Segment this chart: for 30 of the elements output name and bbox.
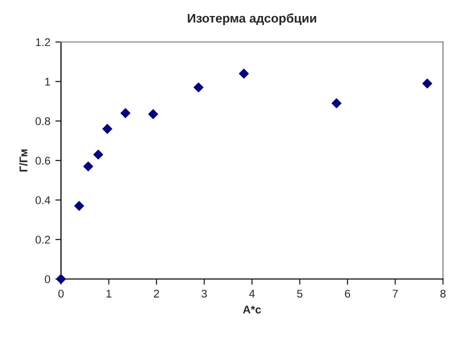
point <box>332 98 342 108</box>
x-tick-label: 0 <box>58 290 64 298</box>
point <box>83 161 94 172</box>
x-tick-label: 3 <box>202 290 207 298</box>
point <box>238 68 249 79</box>
point <box>194 82 204 92</box>
x-axis-title: A*c <box>243 306 261 314</box>
y-axis-title: Г/Гм <box>19 150 28 172</box>
point <box>93 150 104 160</box>
x-tick-label: 4 <box>249 290 255 298</box>
x-tick-label: 6 <box>344 290 350 298</box>
x-tick-label: 2 <box>154 290 160 298</box>
x-tick-label: 1 <box>106 290 112 298</box>
point <box>74 200 84 211</box>
y-tick-label: 1 <box>45 78 50 86</box>
y-tick-label: 0 <box>44 275 50 284</box>
point <box>56 274 66 284</box>
point <box>120 108 130 118</box>
x-tick-label: 7 <box>392 290 398 298</box>
point <box>102 124 112 134</box>
y-tick-label: 0.4 <box>36 196 50 204</box>
y-tick-label: 0.2 <box>36 236 50 244</box>
chart-title: Изотерма адсорбции <box>188 13 316 26</box>
x-tick-label: 5 <box>297 290 302 298</box>
point <box>422 78 432 88</box>
point <box>148 109 158 120</box>
y-tick-label: 1.2 <box>36 38 50 46</box>
y-tick-label: 0.8 <box>36 117 50 126</box>
y-tick-label: 0.6 <box>36 156 50 165</box>
x-tick-label: 8 <box>440 290 446 298</box>
